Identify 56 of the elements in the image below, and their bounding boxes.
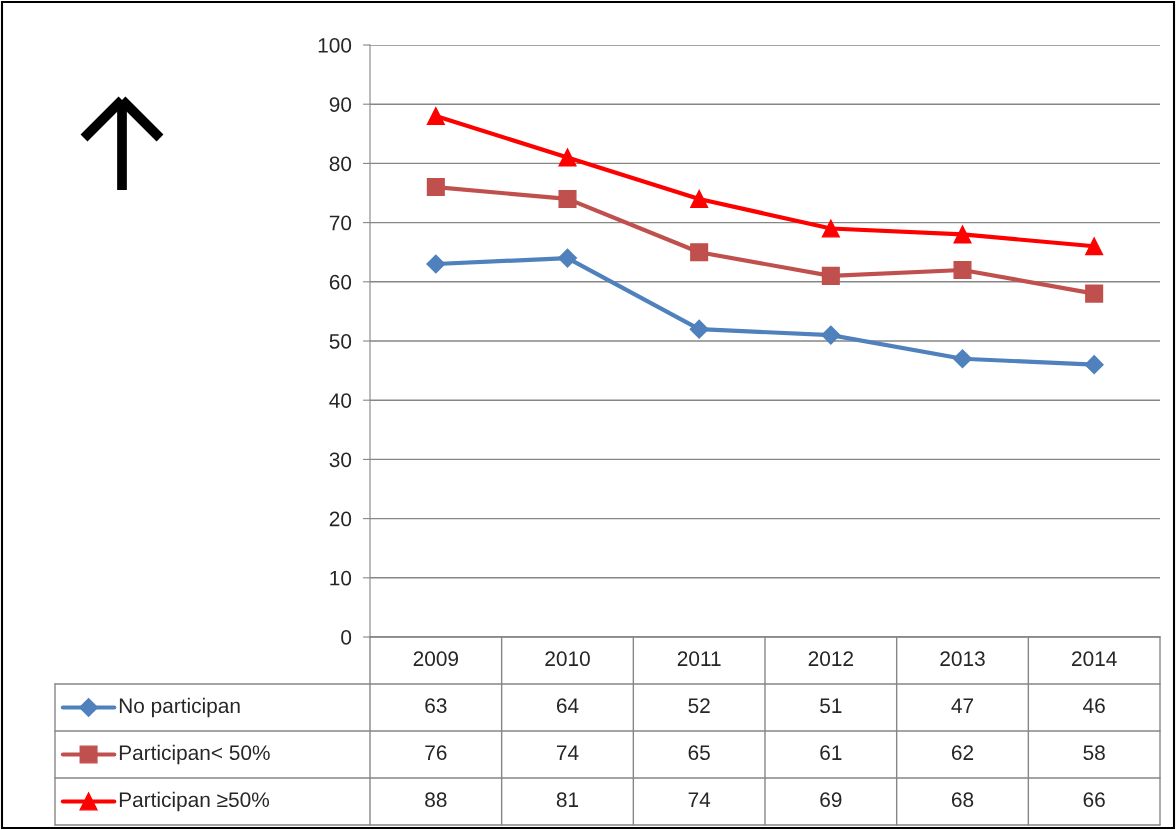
y-tick-label: 60	[329, 274, 352, 290]
x-tick-label: 2010	[545, 651, 590, 667]
data-label: 65	[688, 745, 710, 761]
point	[426, 178, 445, 197]
x-tick-label: 2009	[413, 651, 459, 667]
y-tick-label: 40	[329, 393, 352, 408]
y-tick-label: 30	[329, 452, 352, 468]
point	[557, 248, 578, 268]
x-tick-label: 2014	[1072, 651, 1117, 667]
legend-label: No participan	[119, 697, 240, 718]
point	[426, 107, 445, 126]
data-label: 81	[556, 792, 579, 808]
point	[821, 325, 841, 345]
data-label: 66	[1083, 792, 1105, 808]
data-label: 76	[425, 745, 447, 761]
y-tick-label: 0	[341, 630, 352, 645]
point	[821, 266, 840, 285]
point	[426, 254, 446, 274]
data-label: 88	[425, 792, 447, 808]
data-label: 69	[820, 792, 842, 808]
point	[558, 189, 577, 208]
data-label: 47	[951, 698, 974, 713]
point	[821, 219, 840, 238]
data-label: 61	[820, 745, 842, 761]
data-label: 46	[1083, 698, 1105, 714]
data-label: 52	[688, 698, 710, 714]
point	[952, 349, 973, 369]
point	[953, 260, 972, 279]
legend-label: Participan< 50%	[119, 744, 270, 765]
x-tick-label: 2011	[677, 651, 721, 667]
data-label: 74	[556, 745, 579, 760]
y-tick-label: 20	[329, 511, 352, 527]
point	[690, 189, 709, 208]
data-label: 62	[951, 745, 974, 761]
data-label: 63	[425, 698, 447, 714]
point	[1085, 237, 1104, 256]
point	[558, 148, 577, 167]
y-tick-label: 50	[329, 334, 352, 349]
data-label: 58	[1083, 745, 1105, 761]
y-tick-label: 70	[329, 215, 352, 231]
y-tick-label: 80	[329, 156, 352, 172]
x-tick-label: 2012	[808, 651, 853, 667]
point	[953, 225, 972, 244]
point	[690, 243, 709, 262]
point	[1085, 284, 1104, 303]
x-tick-label: 2013	[940, 651, 985, 667]
legend-label: Participan ≥50%	[119, 791, 270, 812]
point	[1084, 355, 1104, 375]
data-label: 64	[556, 698, 579, 714]
y-tick-label: 100	[318, 38, 352, 53]
y-tick-label: 90	[329, 97, 352, 112]
data-label: 74	[688, 792, 711, 807]
point	[689, 319, 709, 339]
data-label: 68	[951, 792, 974, 808]
y-tick-label: 10	[330, 570, 352, 586]
data-label: 51	[820, 698, 842, 714]
